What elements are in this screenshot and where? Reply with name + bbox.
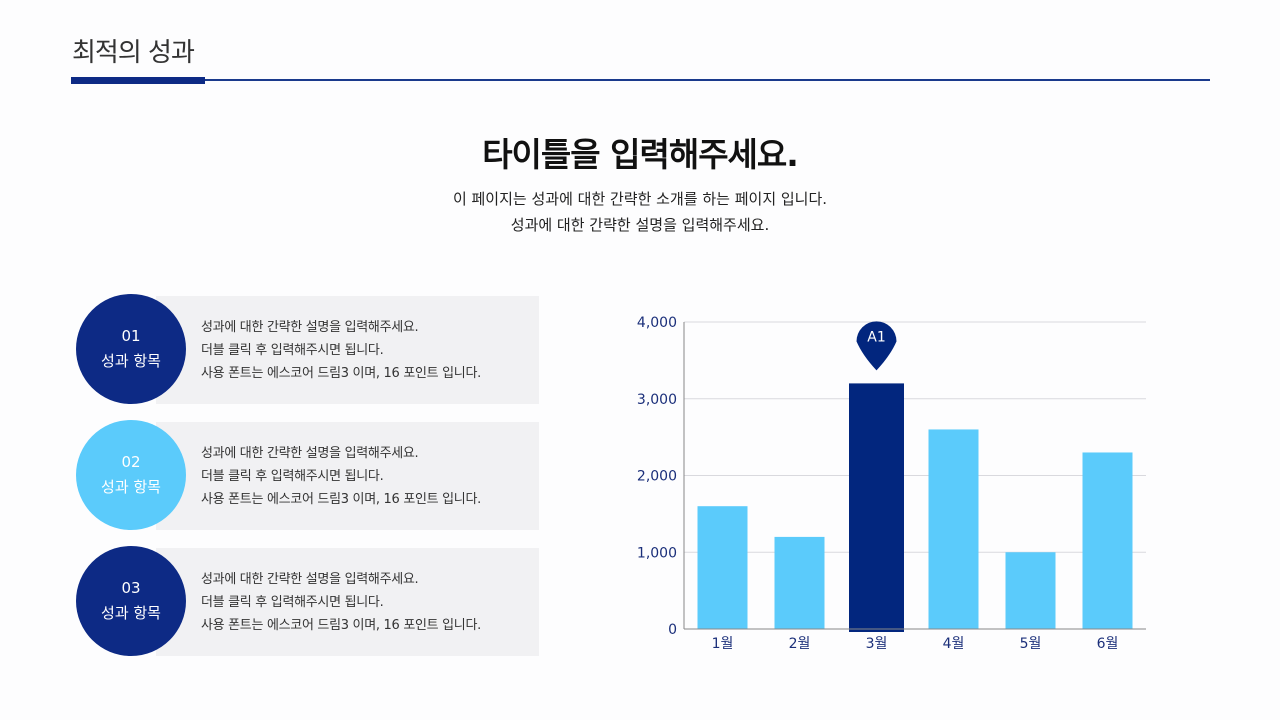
performance-item: 02 성과 항목 성과에 대한 간략한 설명을 입력해주세요. 더블 클릭 후 입… [76,420,540,532]
y-tick-label: 4,000 [637,315,677,331]
item-description: 성과에 대한 간략한 설명을 입력해주세요. 더블 클릭 후 입력해주시면 됩니다… [201,316,481,385]
bar [928,429,979,629]
item-circle: 01 성과 항목 [76,294,186,404]
performance-item: 03 성과 항목 성과에 대한 간략한 설명을 입력해주세요. 더블 클릭 후 입… [76,546,540,658]
item-number: 01 [121,327,141,345]
marker-pin-icon [856,321,897,371]
y-tick-label: 3,000 [637,392,677,408]
item-label: 성과 항목 [101,478,161,496]
bar [849,383,904,632]
bar [697,506,748,629]
y-tick-label: 0 [668,622,677,638]
item-box [156,422,539,530]
subtitle-line-2: 성과에 대한 간략한 설명을 입력해주세요. [510,216,770,234]
item-circle: 03 성과 항목 [76,546,186,656]
header-divider [71,79,1210,81]
x-tick-label: 5월 [1020,636,1042,652]
bar [1005,552,1056,629]
item-description-line: 성과에 대한 간략한 설명을 입력해주세요. [201,320,419,335]
x-tick-label: 1월 [712,636,734,652]
subtitle-line-1: 이 페이지는 성과에 대한 간략한 소개를 하는 페이지 입니다. [452,190,828,208]
item-box [156,296,539,404]
item-description-line: 더블 클릭 후 입력해주시면 됩니다. [201,595,384,610]
x-tick-label: 6월 [1097,636,1119,652]
item-description-line: 성과에 대한 간략한 설명을 입력해주세요. [201,446,419,461]
item-description-line: 더블 클릭 후 입력해주시면 됩니다. [201,343,384,358]
item-label: 성과 항목 [101,352,161,370]
item-description-line: 성과에 대한 간략한 설명을 입력해주세요. [201,572,419,587]
bar [1082,452,1133,629]
item-description: 성과에 대한 간략한 설명을 입력해주세요. 더블 클릭 후 입력해주시면 됩니다… [201,442,481,511]
item-description: 성과에 대한 간략한 설명을 입력해주세요. 더블 클릭 후 입력해주시면 됩니다… [201,568,481,637]
x-tick-label: 2월 [789,636,811,652]
item-box [156,548,539,656]
item-number: 02 [121,453,141,471]
performance-item: 01 성과 항목 성과에 대한 간략한 설명을 입력해주세요. 더블 클릭 후 입… [76,294,540,406]
page-title: 최적의 성과 [72,38,195,68]
bar [774,536,825,629]
item-circle: 02 성과 항목 [76,420,186,530]
y-tick-label: 2,000 [637,469,677,485]
x-tick-label: 4월 [943,636,965,652]
headline: 타이틀을 입력해주세요. [482,135,799,174]
item-description-line: 더블 클릭 후 입력해주시면 됩니다. [201,469,384,484]
item-label: 성과 항목 [101,604,161,622]
item-number: 03 [121,579,141,597]
header-divider-accent [71,77,205,84]
y-tick-label: 1,000 [637,545,677,561]
item-description-line: 사용 폰트는 에스코어 드림3 이며, 16 포인트 입니다. [201,618,481,633]
item-description-line: 사용 폰트는 에스코어 드림3 이며, 16 포인트 입니다. [201,492,481,507]
x-tick-label: 3월 [866,636,888,652]
marker-label: A1 [867,329,885,345]
item-description-line: 사용 폰트는 에스코어 드림3 이며, 16 포인트 입니다. [201,366,481,381]
